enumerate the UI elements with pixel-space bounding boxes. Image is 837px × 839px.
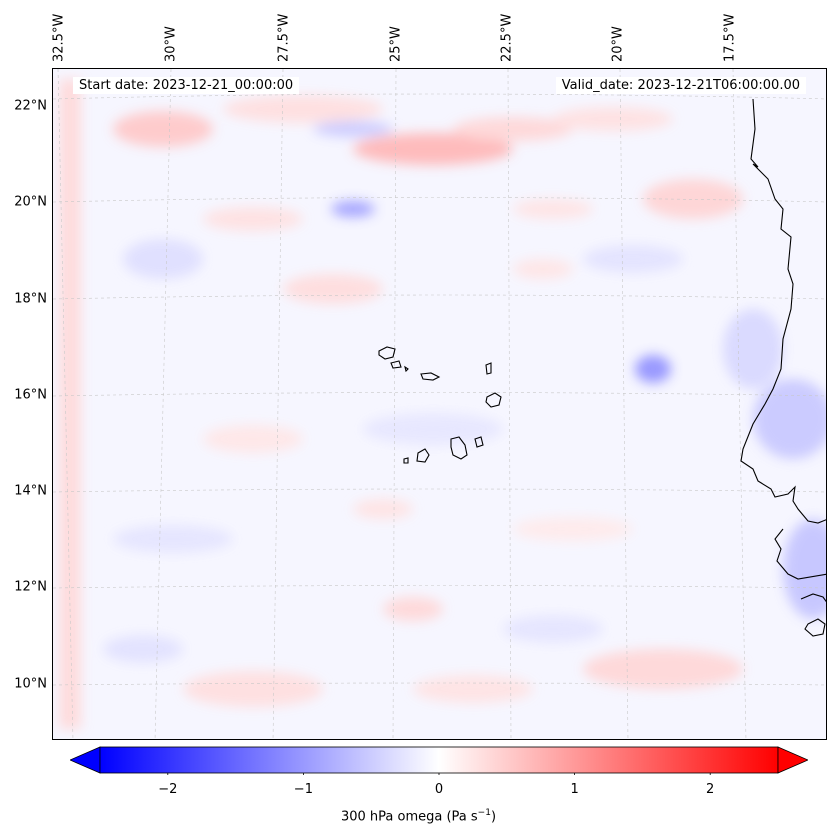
colorbar-svg [68,746,810,777]
lon-label-30w: 30°W [163,26,179,62]
lon-label-32-5w: 32.5°W [51,13,67,62]
coastline [740,98,826,637]
lat-label-20n: 20°N [14,194,47,210]
colorbar-label: 300 hPa omega (Pa s−1) [0,808,837,824]
graticule [53,69,826,739]
colorbar [68,745,810,777]
colorbar-extend-min [68,746,101,774]
lon-label-17-5w: 17.5°W [722,13,738,62]
colorbar-tick-label: −1 [293,782,313,797]
colorbar-extend-max [777,746,810,774]
valid-date-label: Valid_date: 2023-12-21T06:00:00.00 [555,77,806,94]
map-canvas [53,69,826,739]
lon-label-20w: 20°W [610,26,626,62]
lat-label-12n: 12°N [14,579,47,595]
lat-label-16n: 16°N [14,387,47,403]
colorbar-label-close: ) [490,809,497,825]
colorbar-label-exponent: −1 [477,808,491,818]
lat-label-22n: 22°N [14,98,47,114]
lon-label-22-5w: 22.5°W [499,13,515,62]
colorbar-label-text: 300 hPa omega (Pa s [340,809,478,825]
start-date-label: Start date: 2023-12-21_00:00:00 [73,77,300,94]
lat-label-10n: 10°N [14,676,47,692]
colorbar-tick-label: 2 [706,782,715,797]
lon-label-27-5w: 27.5°W [276,13,292,62]
colorbar-gradient [99,746,779,774]
omega-field [53,69,826,739]
colorbar-tick-label: 0 [434,782,444,797]
lat-label-14n: 14°N [14,483,47,499]
colorbar-tick-label: 1 [570,782,579,797]
cape-verde-islands [378,346,502,464]
map-frame: Start date: 2023-12-21_00:00:00 Valid_da… [52,68,827,740]
lat-label-18n: 18°N [14,291,47,307]
lon-label-25w: 25°W [388,26,404,62]
colorbar-tick-label: −2 [158,782,178,797]
